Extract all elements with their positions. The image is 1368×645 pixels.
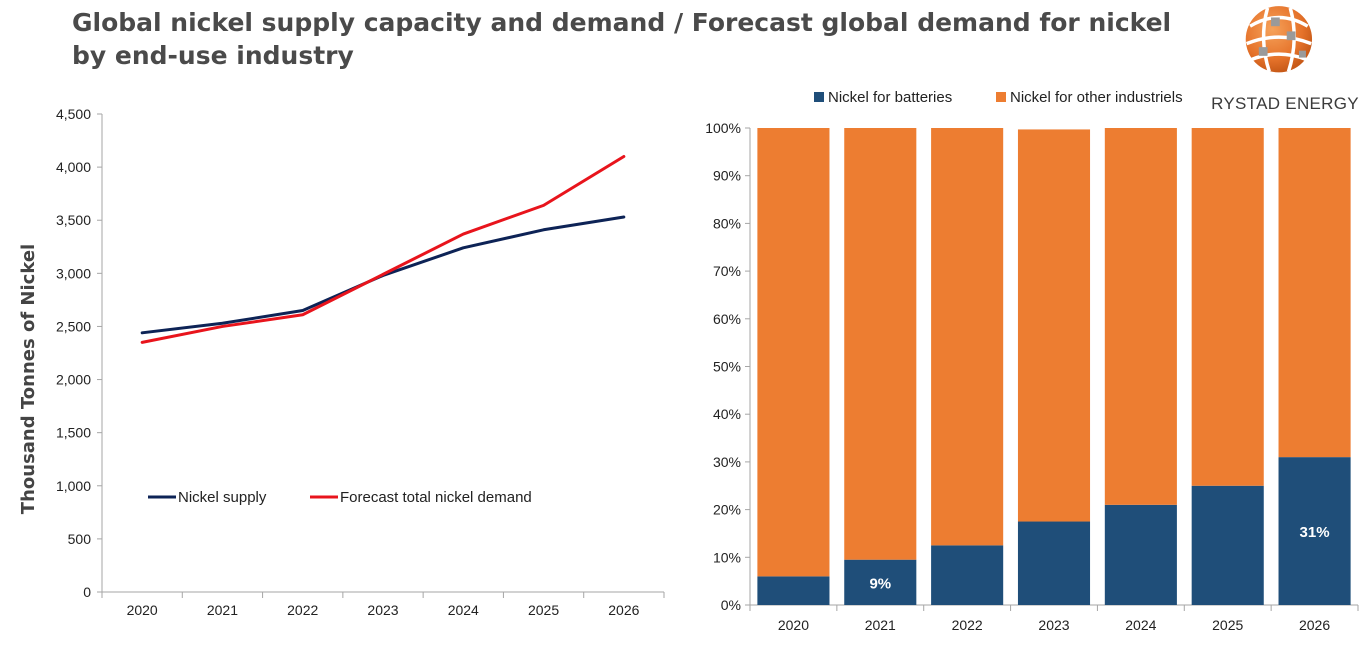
- y-tick-label: 40%: [713, 406, 741, 422]
- y-tick-label: 10%: [713, 549, 741, 565]
- bar-segment-batteries: [1017, 521, 1091, 605]
- x-tick-label: 2021: [865, 617, 896, 633]
- legend-label: Nickel for other industriels: [1010, 89, 1183, 106]
- y-tick-label: 0: [83, 584, 91, 600]
- bar-segment-batteries: [1104, 504, 1177, 605]
- y-tick-label: 80%: [713, 215, 741, 231]
- bar-data-label: 31%: [1300, 524, 1330, 541]
- bar-segment-other-industries: [1191, 128, 1264, 486]
- y-tick-label: 50%: [713, 359, 741, 375]
- x-tick-label: 2023: [1038, 617, 1069, 633]
- legend-label: Nickel supply: [178, 489, 267, 506]
- legend-label: Forecast total nickel demand: [340, 489, 532, 506]
- bar-segment-other-industries: [931, 128, 1004, 546]
- x-tick-label: 2020: [778, 617, 809, 633]
- y-tick-label: 0%: [721, 597, 741, 613]
- x-tick-label: 2020: [127, 602, 158, 618]
- legend-swatch: [996, 92, 1006, 102]
- y-tick-label: 4,000: [56, 159, 91, 175]
- bar-segment-other-industries: [757, 128, 830, 577]
- bar-segment-other-industries: [1278, 128, 1351, 458]
- legend-label: Nickel for batteries: [828, 89, 952, 106]
- x-tick-label: 2024: [1125, 617, 1156, 633]
- logo-text: RYSTAD ENERGY: [1211, 94, 1359, 113]
- y-tick-label: 2,500: [56, 318, 91, 334]
- bar-segment-other-industries: [1104, 128, 1177, 505]
- y-tick-label: 100%: [705, 120, 741, 136]
- x-tick-label: 2021: [207, 602, 238, 618]
- bar-segment-batteries: [1278, 457, 1351, 605]
- rystad-globe-logo-icon: [1245, 6, 1313, 73]
- x-tick-label: 2022: [287, 602, 318, 618]
- y-tick-label: 90%: [713, 168, 741, 184]
- y-tick-label: 2,000: [56, 372, 91, 388]
- y-tick-label: 3,000: [56, 265, 91, 281]
- x-tick-label: 2022: [952, 617, 983, 633]
- x-tick-label: 2025: [1212, 617, 1243, 633]
- x-tick-label: 2023: [367, 602, 398, 618]
- x-tick-label: 2026: [608, 602, 639, 618]
- x-tick-label: 2026: [1299, 617, 1330, 633]
- bar-segment-batteries: [757, 576, 830, 605]
- bar-segment-batteries: [844, 559, 917, 605]
- series-line-forecast-demand: [140, 154, 626, 344]
- page-title: Global nickel supply capacity and demand…: [72, 8, 1172, 70]
- y-tick-label: 70%: [713, 263, 741, 279]
- x-tick-label: 2025: [528, 602, 559, 618]
- y-tick-label: 60%: [713, 311, 741, 327]
- y-axis-label: Thousand Tonnes of Nickel: [18, 244, 39, 514]
- y-tick-label: 4,500: [56, 106, 91, 122]
- y-tick-label: 3,500: [56, 212, 91, 228]
- legend-swatch: [814, 92, 824, 102]
- y-tick-label: 500: [68, 531, 92, 547]
- y-tick-label: 1,000: [56, 478, 91, 494]
- y-tick-label: 1,500: [56, 425, 91, 441]
- bar-segment-other-industries: [844, 128, 917, 560]
- bar-segment-batteries: [1191, 485, 1264, 605]
- x-tick-label: 2024: [448, 602, 479, 618]
- y-tick-label: 30%: [713, 454, 741, 470]
- bar-segment-batteries: [931, 545, 1004, 605]
- stacked-bar-chart: 0% 10% 20% 30% 40% 50% 60% 70% 80% 90% 100% 2020 202…: [705, 89, 1359, 633]
- line-chart: 0 500 1,000 1,500 2,000 2,500 3,000 3,500 4,000 4…: [18, 106, 665, 618]
- bar-segment-other-industries: [1017, 129, 1091, 522]
- bar-data-label: 9%: [869, 575, 891, 592]
- y-tick-label: 20%: [713, 502, 741, 518]
